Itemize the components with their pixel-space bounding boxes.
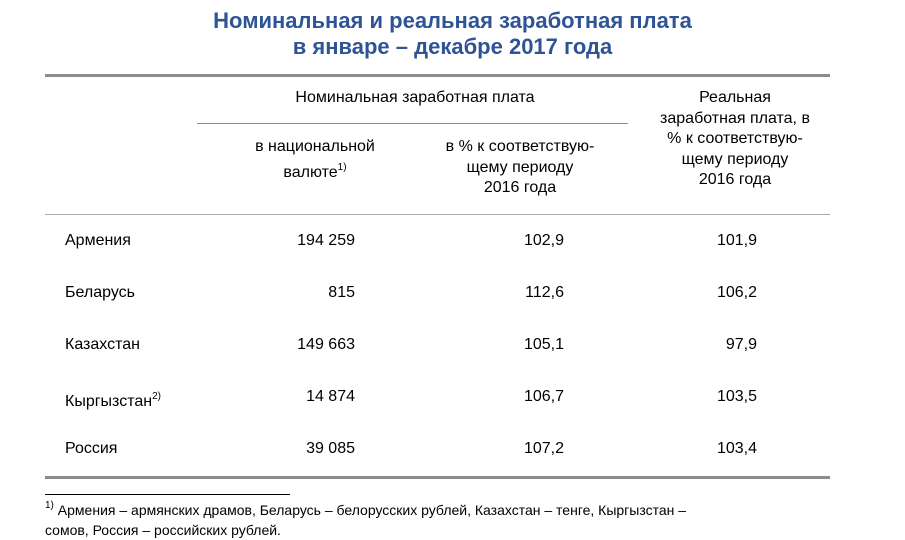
cell-value: 103,5 <box>716 388 757 405</box>
row-name: Армения <box>65 231 131 251</box>
rule <box>45 74 830 77</box>
footnote-line: сомов, Россия – российских рублей. <box>45 522 281 538</box>
cell-value: 106,2 <box>716 284 757 301</box>
row-label: Беларусь <box>65 284 135 301</box>
header-line: % к соответствую- <box>667 130 803 147</box>
header-line: в национальной <box>255 138 375 155</box>
row-label: Армения <box>65 232 131 249</box>
rule <box>45 476 830 479</box>
cell-value: 107,2 <box>523 440 564 457</box>
note-marker: 1) <box>337 161 347 173</box>
footnote-text: Армения – армянских драмов, Беларусь – б… <box>57 502 687 518</box>
title-line: в январе – декабре 2017 года <box>292 34 613 59</box>
header-line: валюте1) <box>215 158 415 184</box>
row-name: Кыргызстан2) <box>65 387 161 412</box>
column-header: Реальная заработная плата, в % к соответ… <box>635 88 835 191</box>
cell-value: 815 <box>328 284 355 301</box>
rule <box>197 123 628 124</box>
cell-value: 106,7 <box>523 388 564 405</box>
header-line: в % к соответствую- <box>445 138 595 155</box>
header-line: 2016 года <box>483 179 557 196</box>
column-header: в национальной валюте1) <box>215 137 415 183</box>
group-header: Номинальная заработная плата <box>295 89 535 106</box>
header-line: 2016 года <box>698 171 772 188</box>
cell-value: 149 663 <box>297 336 355 353</box>
row-label: Россия <box>65 440 118 457</box>
row-name: Россия <box>65 439 117 459</box>
footnote-rule <box>45 494 290 495</box>
cell-value: 105,1 <box>523 336 564 353</box>
cell-value: 101,9 <box>716 232 757 249</box>
cell-value: 14 874 <box>306 388 355 405</box>
cell-value: 112,6 <box>525 284 564 301</box>
header-line: заработная плата, в <box>660 109 810 127</box>
row-name: Казахстан <box>65 335 140 355</box>
cell-value: 97,9 <box>725 336 757 353</box>
note-marker: 1) <box>45 500 54 511</box>
title: Номинальная и реальная заработная плата … <box>0 8 905 60</box>
cell-value: 39 085 <box>306 440 355 457</box>
footnote-line: 1) Армения – армянских драмов, Беларусь … <box>45 496 686 520</box>
rule <box>45 214 830 215</box>
row-name: Беларусь <box>65 283 135 303</box>
cell-value: 102,9 <box>523 232 564 249</box>
title-line: Номинальная и реальная заработная плата <box>213 8 692 33</box>
cell-value: 103,4 <box>716 440 757 457</box>
header-line: Реальная <box>699 89 771 106</box>
row-label: Кыргызстан <box>65 393 153 410</box>
row-label: Казахстан <box>65 336 140 353</box>
footnote: 1) Армения – армянских драмов, Беларусь … <box>45 496 686 540</box>
note-marker: 2) <box>152 391 161 402</box>
column-header: в % к соответствую- щему периоду 2016 го… <box>420 137 620 199</box>
cell-value: 194 259 <box>297 232 355 249</box>
header-line: щему периоду <box>466 158 574 176</box>
header-line: щему периоду <box>681 150 789 168</box>
header-text: валюте <box>283 163 338 181</box>
